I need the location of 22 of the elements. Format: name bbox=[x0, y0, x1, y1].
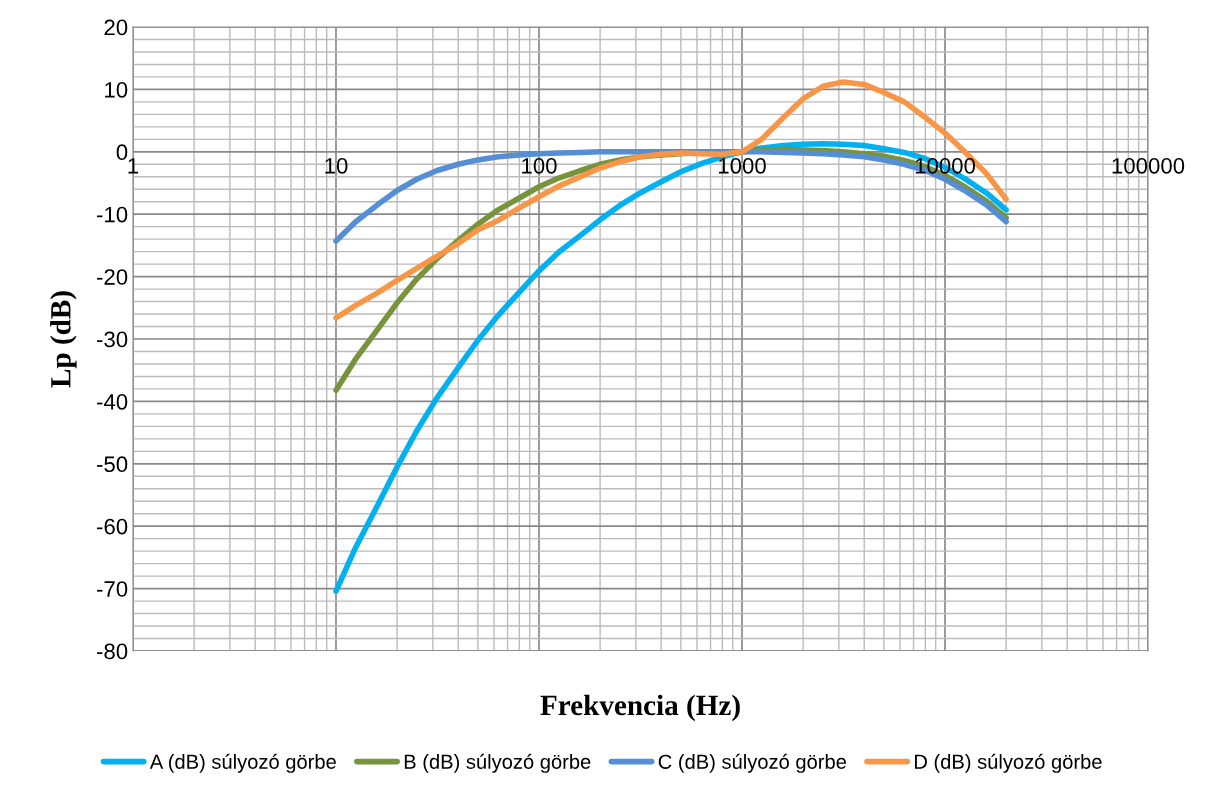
x-tick-label: 100 bbox=[522, 157, 557, 174]
y-tick-label: 20 bbox=[104, 19, 128, 36]
y-tick-label: 0 bbox=[116, 144, 128, 161]
y-tick-label: -60 bbox=[97, 518, 128, 535]
y-tick-label: -80 bbox=[97, 643, 128, 660]
y-tick-label: -10 bbox=[97, 206, 128, 223]
y-tick-label: -70 bbox=[97, 581, 128, 597]
x-tick-label: 1 bbox=[128, 158, 139, 174]
x-tick-label: 100000 bbox=[1112, 157, 1185, 174]
legend-label: C (dB) súlyozó görbe bbox=[658, 753, 846, 773]
legend-label: A (dB) súlyozó görbe bbox=[149, 753, 336, 773]
x-tick-label: 1000 bbox=[718, 157, 766, 174]
y-tick-label: 10 bbox=[105, 81, 128, 98]
y-tick-label: -20 bbox=[97, 269, 128, 285]
legend-label: B (dB) súlyozó görbe bbox=[404, 753, 591, 773]
y-tick-label: -30 bbox=[97, 331, 128, 348]
y-tick-label: -50 bbox=[97, 456, 128, 473]
x-tick-label: 10 bbox=[325, 157, 348, 174]
legend-label: D (dB) súlyozó görbe bbox=[914, 753, 1102, 773]
y-axis-title: Lp (dB) bbox=[50, 291, 77, 388]
x-axis-title: Frekvencia (Hz) bbox=[540, 694, 740, 722]
y-tick-label: -40 bbox=[97, 393, 128, 410]
